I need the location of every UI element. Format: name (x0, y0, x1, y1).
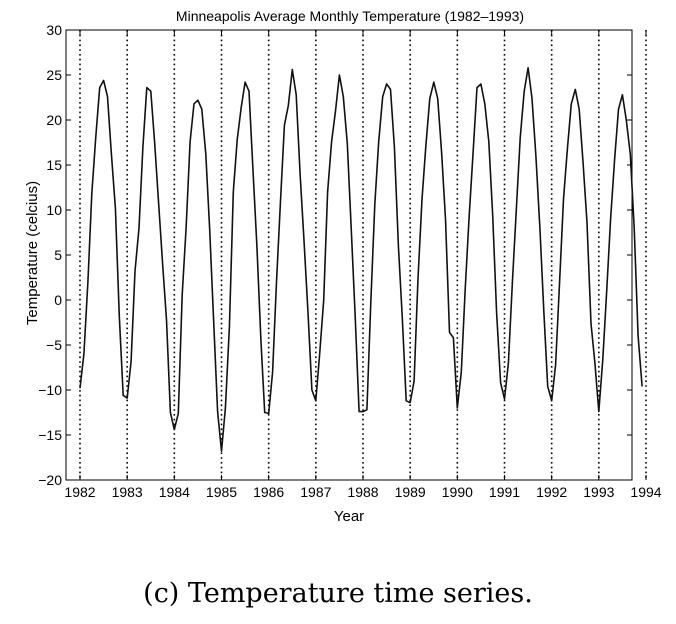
chart-title: Minneapolis Average Monthly Temperature … (176, 8, 524, 24)
x-tick-label: 1992 (536, 484, 567, 500)
y-tick-label: −15 (38, 427, 62, 443)
x-tick-label: 1984 (159, 484, 190, 500)
y-tick-label: 25 (46, 67, 62, 83)
plot-area: −20 −15 −10 −5 0 5 10 15 20 25 30 1982 1983 1984 1985 1… (38, 22, 662, 500)
y-tick-label: 0 (54, 292, 62, 308)
figure-caption: (c) Temperature time series. (0, 578, 676, 609)
y-tick-label: 20 (46, 112, 62, 128)
x-tick-label: 1990 (442, 484, 473, 500)
y-tick-label: 10 (46, 202, 62, 218)
y-tick-label: −5 (46, 337, 62, 353)
x-tick-label: 1991 (489, 484, 520, 500)
x-tick-label: 1985 (206, 484, 237, 500)
x-axis-label: Year (334, 508, 364, 525)
y-tick-label: −20 (38, 472, 62, 488)
x-tick-label: 1993 (583, 484, 614, 500)
x-tick-label: 1988 (347, 484, 378, 500)
y-tick-label: −10 (38, 382, 62, 398)
temperature-series-line (80, 68, 642, 451)
x-tick-label: 1994 (630, 484, 661, 500)
x-tick-label: 1986 (253, 484, 284, 500)
temperature-line-chart: Minneapolis Average Monthly Temperature … (0, 0, 676, 540)
y-axis-label: Temperature (celcius) (24, 181, 41, 325)
x-tick-label: 1983 (112, 484, 143, 500)
y-tick-label: 30 (46, 22, 62, 38)
y-tick-label: 5 (54, 247, 62, 263)
y-tick-label: 15 (46, 157, 62, 173)
x-tick-label: 1989 (395, 484, 426, 500)
x-tick-label: 1982 (64, 484, 95, 500)
x-tick-label: 1987 (300, 484, 331, 500)
